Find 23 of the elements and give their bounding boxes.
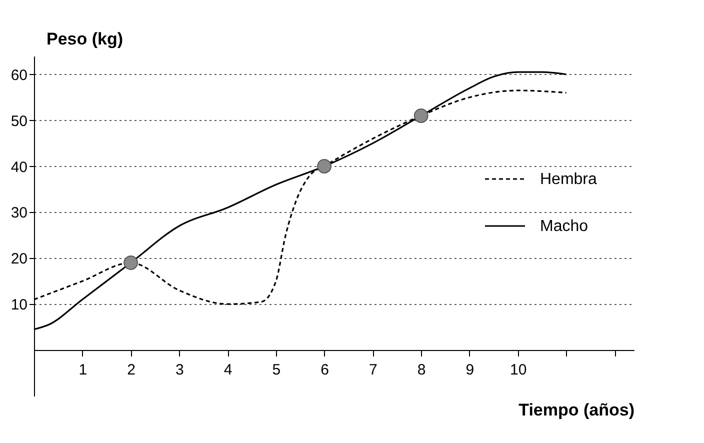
y-tick-label: 10 xyxy=(10,296,28,314)
x-tick-label: 5 xyxy=(272,362,281,379)
x-tick-label: 9 xyxy=(466,362,474,379)
x-tick-label: 1 xyxy=(78,362,88,379)
y-tick-label: 30 xyxy=(10,204,28,222)
x-tick-label: 8 xyxy=(417,362,426,379)
point xyxy=(414,108,428,123)
x-tick-label: 10 xyxy=(510,362,527,379)
x-axis-title: Tiempo (años) xyxy=(518,400,634,420)
x-tick-label: 4 xyxy=(224,362,232,379)
y-tick-label: 20 xyxy=(10,250,28,268)
legend-label: Macho xyxy=(540,218,588,235)
x-tick-label: 2 xyxy=(127,362,136,379)
y-tick-label: 60 xyxy=(10,66,28,84)
x-tick-label: 3 xyxy=(175,362,184,379)
point xyxy=(124,256,138,270)
x-tick-label: 6 xyxy=(320,362,329,379)
y-tick-label: 40 xyxy=(10,158,28,176)
legend-label: Hembra xyxy=(540,171,598,188)
y-axis-title: Peso (kg) xyxy=(46,30,124,48)
y-tick-label: 50 xyxy=(10,112,28,130)
x-tick-label: 7 xyxy=(369,362,378,379)
point xyxy=(317,159,332,174)
